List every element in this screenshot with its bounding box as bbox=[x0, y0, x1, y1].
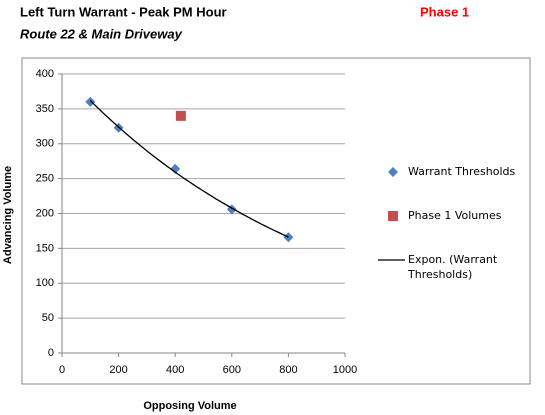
point bbox=[85, 96, 96, 107]
x-tick-label: 600 bbox=[223, 364, 241, 376]
x-axis-title: Opposing Volume bbox=[143, 400, 236, 412]
y-tick-label: 0 bbox=[48, 347, 54, 359]
x-tick-label: 0 bbox=[59, 364, 65, 376]
y-tick-label: 400 bbox=[36, 68, 54, 80]
y-tick-label: 50 bbox=[42, 312, 54, 324]
legend-marker bbox=[388, 167, 398, 177]
y-tick-label: 150 bbox=[36, 242, 54, 254]
legend-label: Warrant Thresholds bbox=[408, 165, 516, 178]
point bbox=[283, 232, 294, 243]
trendline bbox=[89, 100, 289, 238]
y-tick-label: 300 bbox=[36, 138, 54, 150]
y-tick-label: 100 bbox=[36, 277, 54, 289]
point bbox=[170, 163, 181, 174]
y-tick-label: 250 bbox=[36, 173, 54, 185]
legend-label-box: Phase 1 Volumes bbox=[408, 209, 502, 222]
legend-label: Expon. (Warrant Thresholds) bbox=[408, 253, 498, 281]
x-tick-label: 800 bbox=[279, 364, 297, 376]
y-tick-label: 350 bbox=[36, 103, 54, 115]
chart-subtitle: Route 22 & Main Driveway bbox=[20, 26, 183, 41]
legend-label-box: Expon. (Warrant Thresholds) bbox=[408, 253, 498, 281]
legend-label: Phase 1 Volumes bbox=[408, 209, 502, 222]
legend-marker bbox=[388, 211, 398, 221]
x-tick-label: 200 bbox=[109, 364, 127, 376]
x-tick-label: 400 bbox=[166, 364, 184, 376]
chart-title-right: Phase 1 bbox=[420, 4, 469, 19]
y-tick-label: 200 bbox=[36, 207, 54, 219]
legend-label-box: Warrant Thresholds bbox=[408, 165, 516, 178]
x-tick-label: 1000 bbox=[333, 364, 357, 376]
chart-title: Left Turn Warrant - Peak PM Hour bbox=[20, 4, 227, 19]
chart-frame bbox=[21, 57, 531, 385]
point bbox=[175, 110, 186, 121]
y-axis-title: Advancing Volume bbox=[2, 166, 14, 264]
